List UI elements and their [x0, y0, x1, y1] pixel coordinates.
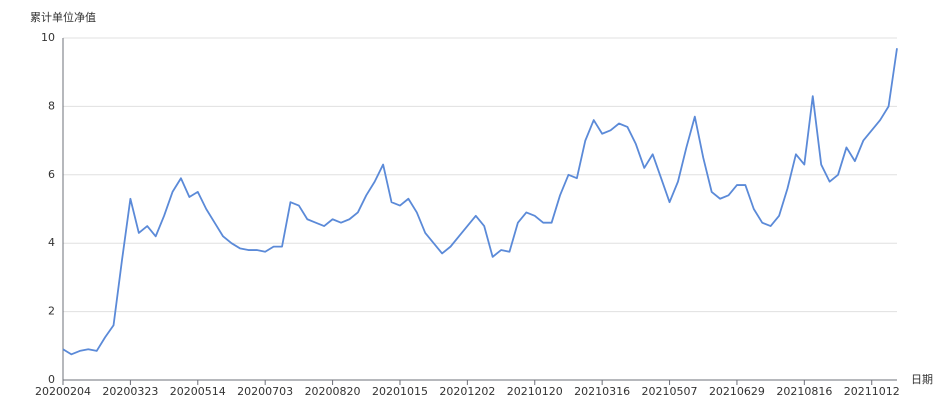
- y-tick-label: 2: [48, 305, 55, 318]
- y-tick-label: 8: [48, 99, 55, 112]
- x-tick-label: 20201015: [372, 385, 428, 398]
- x-tick-label: 20200323: [102, 385, 158, 398]
- y-tick-label: 0: [48, 373, 55, 386]
- x-tick-label: 20211012: [844, 385, 900, 398]
- x-tick-label: 20210316: [574, 385, 630, 398]
- x-tick-label: 20210816: [776, 385, 832, 398]
- y-tick-label: 6: [48, 168, 55, 181]
- x-tick-label: 20210120: [507, 385, 563, 398]
- x-tick-label: 20210507: [642, 385, 698, 398]
- x-tick-label: 20201202: [439, 385, 495, 398]
- x-tick-label: 20200820: [305, 385, 361, 398]
- y-tick-label: 4: [48, 236, 55, 249]
- x-tick-label: 20200204: [35, 385, 91, 398]
- x-tick-label: 20210629: [709, 385, 765, 398]
- x-axis-label: 日期: [911, 373, 933, 386]
- y-axis-label: 累计单位净值: [30, 10, 96, 24]
- x-tick-label: 20200514: [170, 385, 226, 398]
- y-tick-label: 10: [41, 31, 55, 44]
- x-tick-label: 20200703: [237, 385, 293, 398]
- line: [62, 48, 898, 356]
